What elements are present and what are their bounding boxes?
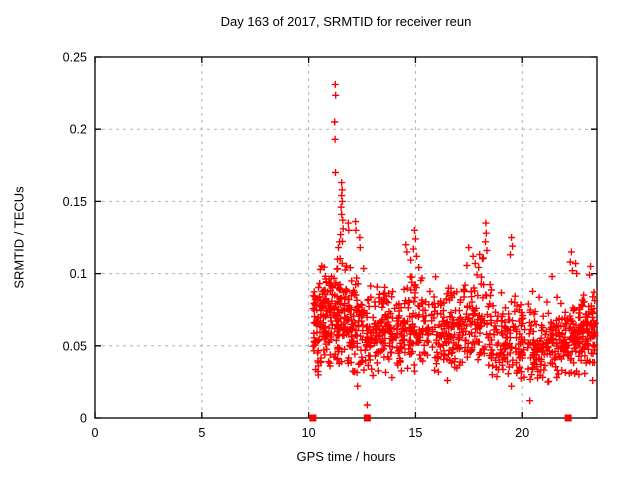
x-tick-label: 5: [198, 426, 205, 440]
x-tick-label: 10: [302, 426, 316, 440]
x-tick-label: 20: [515, 426, 529, 440]
x-tick-label: 15: [408, 426, 422, 440]
y-tick-label: 0.15: [63, 195, 87, 209]
chart-title: Day 163 of 2017, SRMTID for receiver reu…: [220, 14, 472, 29]
zero-value-square-marker: [564, 414, 572, 422]
y-tick-label: 0.2: [70, 123, 87, 137]
x-tick-label: 0: [92, 426, 99, 440]
y-tick-label: 0.05: [63, 339, 87, 353]
zero-value-square-marker: [309, 414, 317, 422]
y-tick-label: 0.25: [63, 51, 87, 65]
axis-ticks: [94, 56, 597, 419]
y-tick-label: 0: [80, 412, 87, 426]
zero-value-square-marker: [363, 414, 371, 422]
plot-border: [94, 56, 598, 419]
x-axis-label: GPS time / hours: [296, 449, 396, 464]
scatter-points: [309, 80, 599, 409]
y-tick-label: 0.1: [70, 267, 87, 281]
